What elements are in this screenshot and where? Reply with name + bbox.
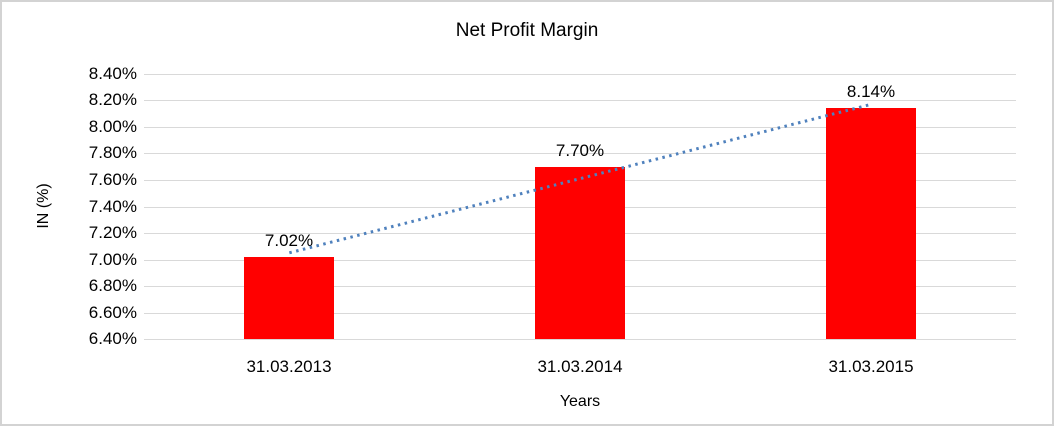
bar bbox=[535, 167, 625, 339]
y-tick-label: 8.40% bbox=[88, 64, 137, 83]
bar-value-label: 7.70% bbox=[555, 141, 605, 160]
x-tick-label: 31.03.2014 bbox=[537, 357, 623, 376]
y-tick-label: 7.20% bbox=[88, 223, 137, 242]
gridline bbox=[144, 339, 1016, 340]
gridline bbox=[144, 74, 1016, 75]
y-tick-label: 7.80% bbox=[88, 143, 137, 162]
y-tick-label: 8.00% bbox=[88, 117, 137, 136]
x-tick-label: 31.03.2013 bbox=[246, 357, 332, 376]
y-tick-label: 7.40% bbox=[88, 197, 137, 216]
x-tick-label: 31.03.2015 bbox=[828, 357, 914, 376]
y-tick-label: 8.20% bbox=[88, 90, 137, 109]
chart-title: Net Profit Margin bbox=[455, 20, 599, 41]
x-axis-title: Years bbox=[559, 393, 601, 410]
y-tick-label: 7.60% bbox=[88, 170, 137, 189]
bar bbox=[244, 257, 334, 339]
bar-value-label: 8.14% bbox=[846, 82, 896, 101]
bar-value-label: 7.02% bbox=[264, 231, 314, 250]
y-tick-label: 6.40% bbox=[88, 329, 137, 348]
bar bbox=[826, 108, 916, 339]
y-tick-label: 6.80% bbox=[88, 276, 137, 295]
y-tick-label: 6.60% bbox=[88, 303, 137, 322]
gridline bbox=[144, 100, 1016, 101]
y-tick-label: 7.00% bbox=[88, 250, 137, 269]
